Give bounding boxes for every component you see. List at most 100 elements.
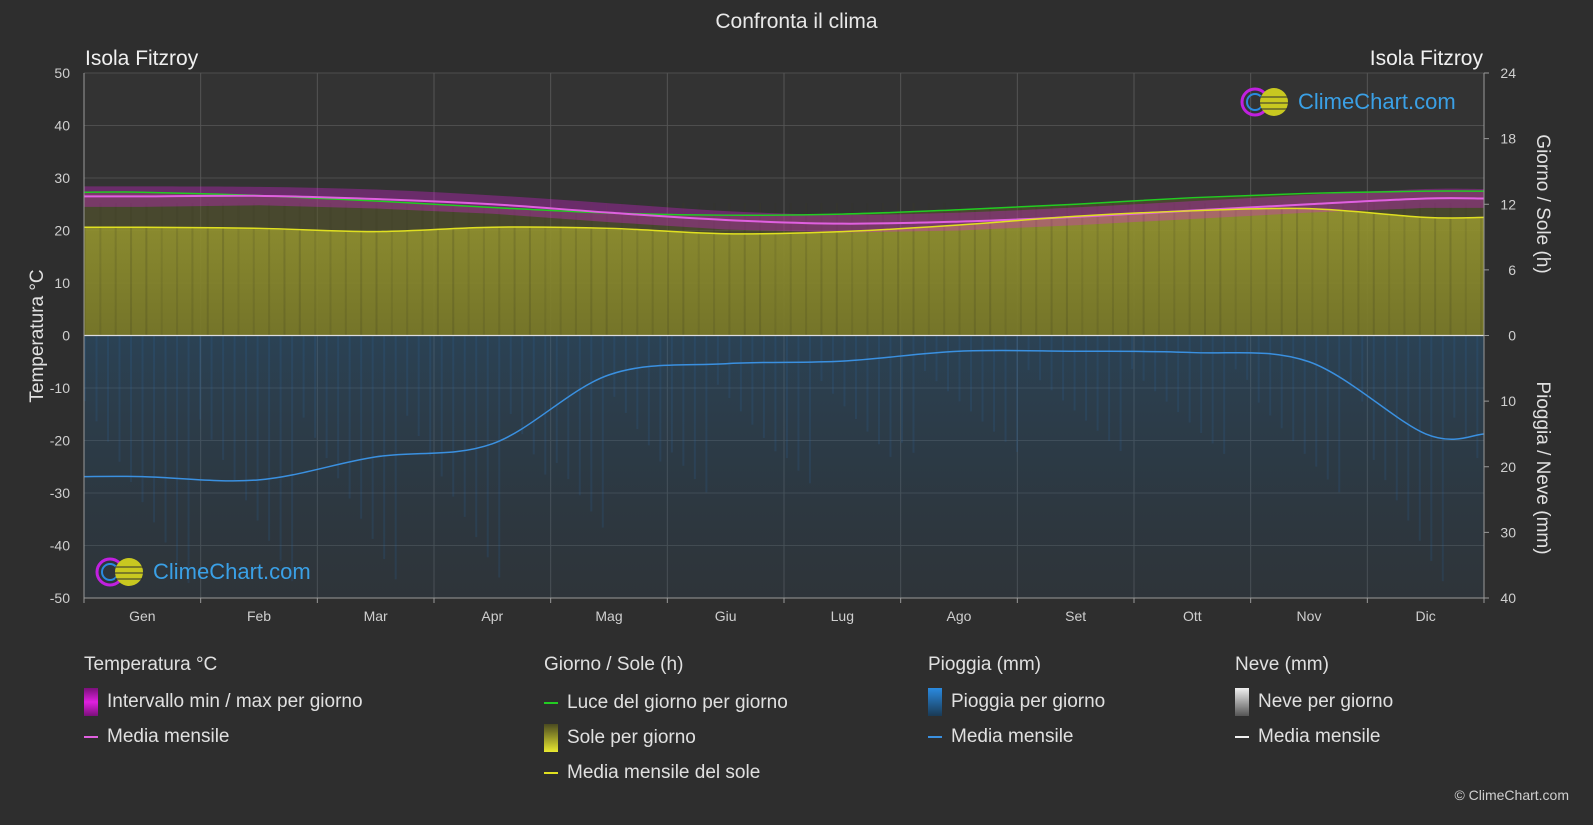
sun-day-bar xyxy=(1019,203,1022,336)
rain-day-bar xyxy=(176,335,179,563)
rain-day-bar xyxy=(164,335,167,543)
rain-day-bar xyxy=(1039,335,1042,381)
rain-day-bar xyxy=(1269,335,1272,416)
rain-day-bar xyxy=(1246,335,1249,380)
legend-item: Intervallo min / max per giorno xyxy=(84,688,363,716)
y-right-top-tick-label: 0 xyxy=(1508,328,1516,344)
rain-day-bar xyxy=(693,335,696,480)
legend-title: Pioggia (mm) xyxy=(928,654,1041,675)
legend-swatch xyxy=(1235,736,1249,738)
sun-day-bar xyxy=(237,203,240,336)
logo-bottom[interactable]: ClimeChart.com xyxy=(95,556,311,588)
legend-group-rain: Pioggia (mm) Pioggia per giorno Media me… xyxy=(928,654,1105,748)
legend-item: Media mensile xyxy=(84,726,363,748)
rain-day-bar xyxy=(877,335,880,445)
y-right-bottom-tick-label: 20 xyxy=(1500,459,1516,475)
temp-mean-line xyxy=(83,194,1485,225)
rain-day-bar xyxy=(636,335,639,430)
sun-day-bar xyxy=(1096,203,1099,336)
sun-day-bar xyxy=(467,203,470,336)
logo-top[interactable]: ClimeChart.com xyxy=(1240,86,1456,118)
sun-day-bar xyxy=(713,203,716,336)
temp-range-area xyxy=(84,186,1484,233)
sun-day-bar xyxy=(574,203,577,336)
sun-day-bar xyxy=(1480,203,1483,336)
rain-day-bar xyxy=(1211,335,1214,444)
y-left-tick-label: 30 xyxy=(54,170,70,186)
rain-day-bar xyxy=(1027,335,1030,371)
y-left-tick-label: -20 xyxy=(50,433,70,449)
sun-day-bar xyxy=(728,203,731,336)
x-tick-label: Lug xyxy=(831,608,854,624)
sun-day-bar xyxy=(774,203,777,336)
sun-day-bar xyxy=(1449,203,1452,336)
rain-day-bar xyxy=(1016,335,1019,452)
rain-day-bar xyxy=(1108,335,1111,441)
rain-day-bar xyxy=(1050,335,1053,391)
rain-day-bar xyxy=(762,335,765,438)
sun-day-bar xyxy=(145,203,148,336)
sun-day-bar xyxy=(697,203,700,336)
legend-label: Luce del giorno per giorno xyxy=(567,692,788,713)
rain-day-bar xyxy=(394,335,397,580)
sun-day-bar xyxy=(329,203,332,336)
rain-day-bar xyxy=(624,335,627,413)
rain-day-bar xyxy=(118,335,121,462)
rain-day-bar xyxy=(1280,335,1283,429)
sun-day-bar xyxy=(528,203,531,336)
sun-day-bar xyxy=(682,203,685,336)
chart-title: Confronta il clima xyxy=(715,10,878,33)
x-axis-labels: Gen Feb Mar Apr Mag Giu Lug Ago Set Ott Nov Dic xyxy=(129,608,1436,624)
x-tick-label: Mag xyxy=(595,608,622,624)
rain-day-bar xyxy=(406,335,409,416)
sun-day-bar xyxy=(1372,203,1375,336)
sun-day-bar xyxy=(1326,203,1329,336)
sun-day-bar xyxy=(1111,203,1114,336)
sun-day-bar xyxy=(1250,203,1253,336)
x-tick-label: Mar xyxy=(364,608,388,624)
sun-day-bar xyxy=(1004,203,1007,336)
sun-day-bar xyxy=(99,203,102,336)
rain-day-bar xyxy=(970,335,973,412)
rain-day-bar xyxy=(1441,335,1444,582)
y-left-tick-label: 10 xyxy=(54,275,70,291)
y-right-top-tick-label: 12 xyxy=(1500,196,1516,212)
rain-day-bar xyxy=(302,335,305,418)
rain-day-bar xyxy=(1338,335,1341,493)
rain-day-bar xyxy=(1257,335,1260,403)
rain-day-bar xyxy=(1372,335,1375,460)
y-right-bottom-tick-label: 10 xyxy=(1500,393,1516,409)
rain-day-bar xyxy=(866,335,869,432)
rain-day-bar xyxy=(429,335,432,457)
sun-day-bar xyxy=(590,203,593,336)
rain-day-bar xyxy=(601,335,604,528)
sun-day-bar xyxy=(1050,203,1053,336)
sun-day-bar xyxy=(360,203,363,336)
y-axis-right-top-title: Giorno / Sole (h) xyxy=(1532,134,1553,273)
rain-day-bar xyxy=(383,335,386,560)
x-tick-label: Giu xyxy=(715,608,737,624)
rain-day-bar xyxy=(1292,335,1295,442)
y-right-top-tick-label: 24 xyxy=(1500,65,1516,81)
sun-day-bar xyxy=(897,203,900,336)
sun-day-bar xyxy=(851,203,854,336)
rain-mean-line xyxy=(83,349,1485,482)
sun-day-bar xyxy=(912,203,915,336)
y-left-tick-label: 20 xyxy=(54,223,70,239)
sun-day-bar xyxy=(1035,203,1038,336)
sun-day-bar xyxy=(1219,203,1222,336)
rain-day-bar xyxy=(440,335,443,477)
rain-day-bar xyxy=(1004,335,1007,442)
rain-day-bar xyxy=(498,335,501,578)
rain-day-bar xyxy=(348,335,351,499)
y-axis-right-bottom-title: Pioggia / Neve (mm) xyxy=(1532,381,1553,554)
rain-day-bar xyxy=(993,335,996,432)
rain-day-bar xyxy=(475,335,478,538)
rain-day-bar xyxy=(1430,335,1433,561)
y-axis-left-labels: 50 40 30 20 10 0 -10 -20 -30 -40 -50 xyxy=(50,65,70,606)
rain-day-bar xyxy=(647,335,650,446)
sun-day-bar xyxy=(1265,203,1268,336)
logo-text: ClimeChart.com xyxy=(153,559,311,584)
rain-day-bar xyxy=(728,335,731,399)
sun-day-bar xyxy=(1173,203,1176,336)
